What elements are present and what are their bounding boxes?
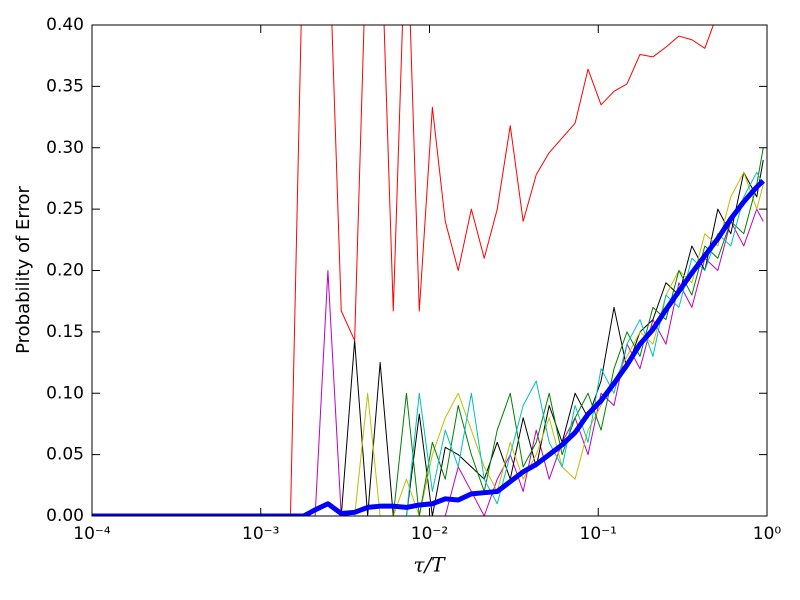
x-tick-label: 10⁻² — [411, 524, 448, 544]
series-line — [92, 208, 764, 516]
y-tick-label: 0.05 — [46, 445, 84, 465]
y-tick-label: 0.15 — [46, 322, 84, 342]
series-line — [92, 179, 765, 516]
y-tick-label: 0.30 — [46, 138, 84, 158]
y-tick-label: 0.10 — [46, 383, 84, 403]
x-tick-label: 10⁻³ — [242, 524, 279, 544]
x-axis-label: τ/T — [413, 553, 446, 577]
x-tick-label: 10⁻⁴ — [73, 524, 111, 544]
y-axis-label: Probability of Error — [13, 185, 34, 353]
series-line — [92, 171, 764, 516]
y-tick-label: 0.25 — [46, 199, 84, 219]
y-tick-label: 0.40 — [46, 15, 84, 35]
series-line — [92, 25, 714, 516]
series-line — [92, 159, 764, 516]
y-tick-label: 0.00 — [46, 506, 84, 526]
plot-area — [92, 25, 765, 516]
series-line — [92, 147, 764, 516]
x-tick-label: 10⁰ — [753, 524, 782, 544]
y-tick-label: 0.35 — [46, 76, 84, 96]
x-tick-label: 10⁻¹ — [580, 524, 617, 544]
y-tick-label: 0.20 — [46, 261, 84, 281]
